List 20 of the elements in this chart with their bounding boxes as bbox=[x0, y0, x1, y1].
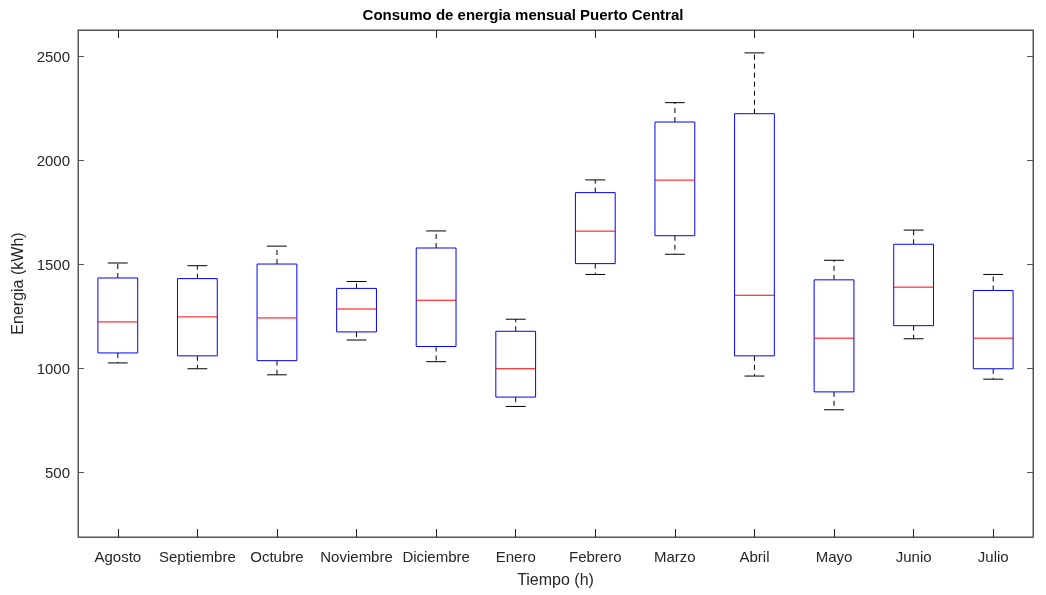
x-tick-label: Agosto bbox=[94, 548, 142, 565]
x-tick-label: Octubre bbox=[250, 548, 304, 565]
y-axis-title: Energia (kWh) bbox=[9, 232, 27, 335]
x-tick-label: Junio bbox=[895, 548, 932, 565]
y-tick-label: 500 bbox=[44, 463, 70, 481]
y-tick-label: 2000 bbox=[36, 151, 70, 169]
x-tick-label: Julio bbox=[977, 548, 1009, 565]
y-tick-label: 1500 bbox=[36, 255, 70, 273]
x-tick-label: Enero bbox=[495, 548, 536, 565]
y-tick-label: 1000 bbox=[36, 359, 70, 377]
x-tick-label: Septiembre bbox=[159, 548, 236, 565]
x-axis-title: Tiempo (h) bbox=[517, 570, 594, 588]
x-tick-label: Marzo bbox=[654, 548, 696, 565]
x-tick-label: Mayo bbox=[815, 548, 853, 565]
y-tick-label: 2500 bbox=[36, 47, 70, 65]
x-tick-label: Abril bbox=[739, 548, 770, 565]
x-tick-label: Diciembre bbox=[402, 548, 470, 565]
chart-title: Consumo de energia mensual Puerto Central bbox=[362, 6, 684, 23]
x-tick-label: Noviembre bbox=[320, 548, 393, 565]
x-tick-label: Febrero bbox=[569, 548, 622, 565]
